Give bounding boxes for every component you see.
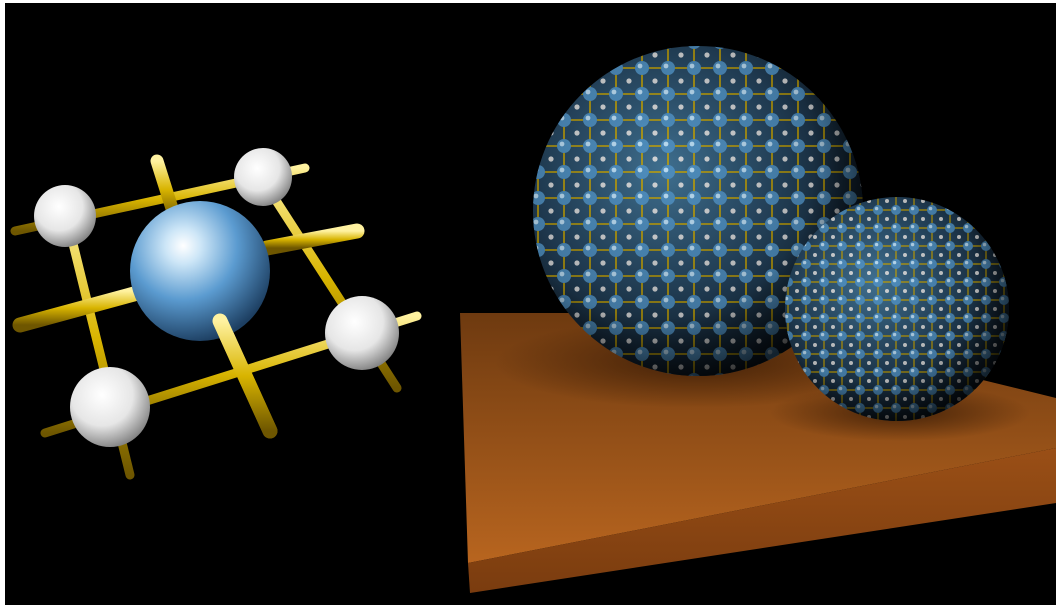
white-atom [234,148,292,206]
scene-svg [10,46,1056,593]
small-lattice-sphere [785,197,1009,421]
white-atom [325,296,399,370]
white-atom [70,367,150,447]
blue-atom [130,201,270,341]
rendered-scene [5,3,1056,605]
large-lattice-sphere [533,46,863,376]
unit-cell-model [10,148,422,480]
white-atom [34,185,96,247]
